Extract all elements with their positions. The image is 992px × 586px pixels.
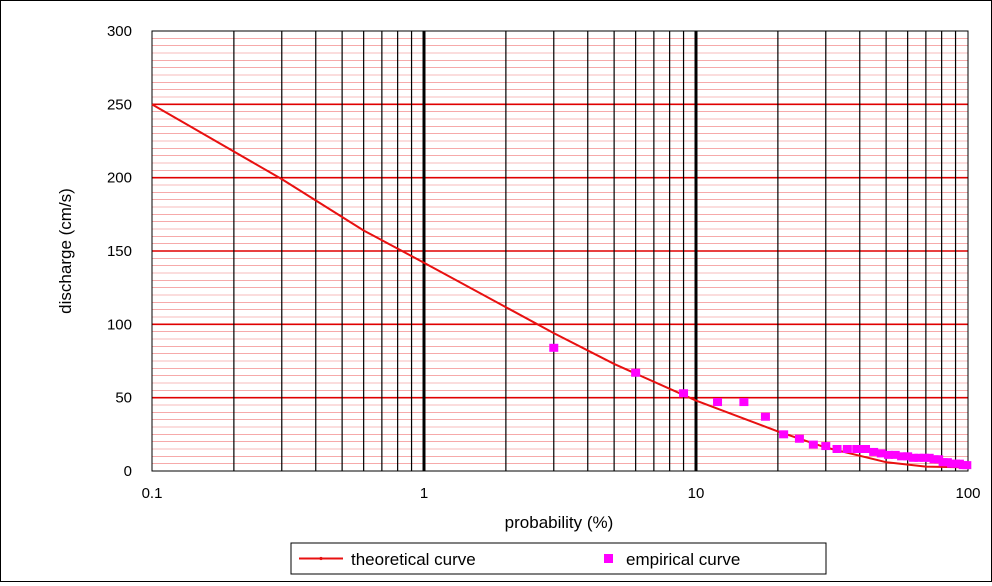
empirical-point [903,452,913,461]
empirical-point [779,430,789,439]
y-tick-label: 250 [107,96,132,113]
empirical-point [713,398,723,407]
empirical-point [914,453,924,462]
x-tick-labels: 0.1 1 10 100 [142,485,981,502]
empirical-point [832,445,842,453]
y-tick-labels: 0 50 100 150 200 250 300 [107,23,132,480]
y-tick-label: 0 [124,463,132,480]
empirical-point [861,445,871,453]
x-tick-label: 1 [420,485,428,502]
legend-box [290,542,827,575]
empirical-point [924,453,934,462]
empirical-point [679,389,689,398]
legend-theoretical-label: theoretical curve [351,550,476,569]
x-tick-label: 10 [688,485,705,502]
empirical-point [821,442,831,451]
plot-border [151,30,969,472]
empirical-point [842,445,852,453]
legend-empirical-marker [604,554,613,563]
grid-minor [152,38,968,464]
empirical-point [760,412,770,421]
series-layer [151,103,972,470]
empirical-point [631,368,641,377]
y-axis-label: discharge (cm/s) [56,188,75,314]
x-tick-label: 100 [955,485,980,502]
y-tick-label: 50 [115,390,132,407]
empirical-point [869,447,879,456]
empirical-point [876,449,886,458]
y-tick-label: 100 [107,316,132,333]
x-axis-label: probability (%) [505,513,614,532]
y-tick-label: 300 [107,23,132,40]
empirical-point [908,453,918,462]
x-tick-label: 0.1 [142,485,163,502]
y-tick-label: 150 [107,243,132,260]
empirical-point [794,434,804,443]
legend-theoretical-marker [319,556,323,561]
empirical-point [808,440,818,449]
theoretical-curve-line [151,103,969,469]
empirical-point [897,452,907,461]
empirical-point [929,455,939,464]
grid-major [152,103,968,399]
grid-vertical [233,31,957,471]
legend-empirical-label: empirical curve [626,550,740,569]
empirical-point [919,453,929,462]
y-tick-label: 200 [107,170,132,187]
empirical-point [962,461,972,470]
empirical-point [739,398,749,407]
empirical-point [883,450,893,459]
empirical-point [549,343,559,352]
empirical-point [852,445,862,453]
empirical-point [890,450,900,459]
legend: theoretical curve empirical curve [290,542,827,575]
